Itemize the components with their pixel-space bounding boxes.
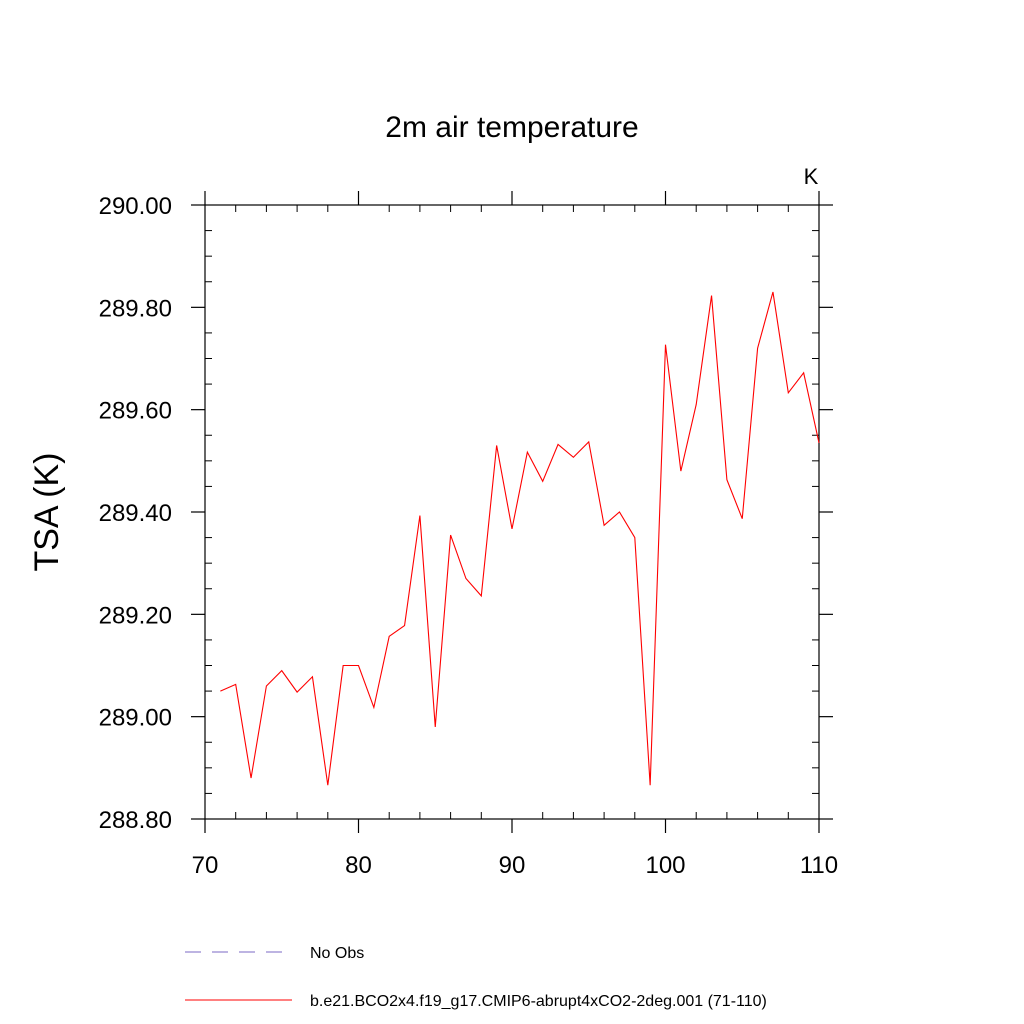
- y-tick-label: 289.60: [99, 398, 172, 425]
- series-line: [220, 291, 820, 786]
- y-tick-labels: 288.80 289.00 289.20 289.40 289.60 289.80 290.…: [99, 193, 172, 834]
- y-tick-label: 288.80: [99, 807, 172, 834]
- legend-entry-label: b.e21.BCO2x4.f19_g17.CMIP6-abrupt4xCO2-2…: [310, 993, 767, 1010]
- x-tick-label: 90: [499, 852, 526, 879]
- x-tick-label: 70: [192, 852, 219, 879]
- y-tick-label: 289.40: [99, 500, 172, 527]
- minor-ticks: [205, 205, 819, 819]
- major-ticks: [191, 191, 833, 833]
- x-tick-label: 110: [800, 852, 838, 879]
- y-tick-label: 289.00: [99, 705, 172, 732]
- legend-entry-label: No Obs: [310, 945, 364, 962]
- plot-frame: [204, 204, 820, 820]
- y-tick-label: 290.00: [99, 193, 172, 220]
- legend: No Obs b.e21.BCO2x4.f19_g17.CMIP6-abrupt4…: [185, 945, 767, 1010]
- y-tick-label: 289.80: [99, 295, 172, 322]
- series-group: [220, 291, 820, 786]
- y-tick-label: 289.20: [99, 602, 172, 629]
- x-tick-labels: 70 80 90 100 110: [192, 852, 838, 879]
- chart-title: 2m air temperature: [385, 111, 638, 144]
- units-label: K: [804, 164, 819, 189]
- x-tick-label: 80: [345, 852, 372, 879]
- x-tick-label: 100: [645, 852, 685, 879]
- y-axis-label: TSA (K): [28, 452, 66, 571]
